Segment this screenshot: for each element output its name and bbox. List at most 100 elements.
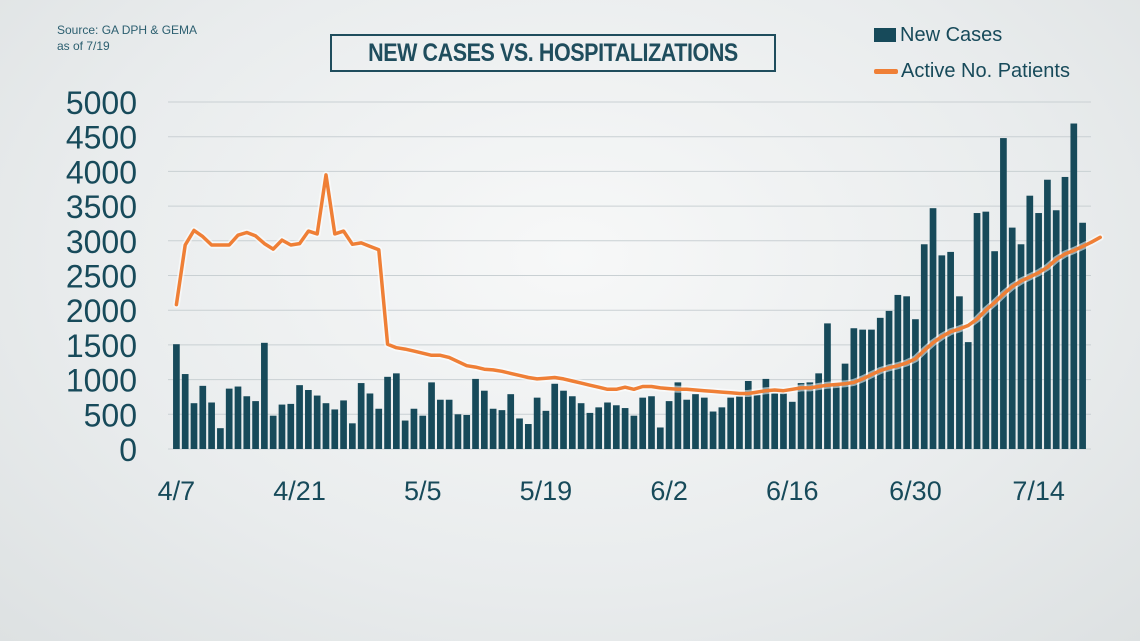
y-tick-label: 5000 [66,85,137,121]
bar-new-cases [401,420,409,449]
legend-item-active-patients: Active No. Patients [874,53,1070,89]
bar-new-cases [692,394,699,449]
bar-new-cases [1008,227,1016,449]
bar-new-cases [656,427,664,449]
bar-new-cases [753,394,761,449]
bar-new-cases [313,395,321,449]
bar-new-cases [868,329,875,449]
bar-new-cases [234,386,242,449]
bar-new-cases [410,408,418,449]
legend-label-active-patients: Active No. Patients [901,59,1070,82]
bar-new-cases [568,396,576,449]
x-tick-label: 5/5 [404,476,442,506]
bar-new-cases [1070,123,1078,449]
source-note: Source: GA DPH & GEMA as of 7/19 [57,22,197,54]
bar-new-cases [630,415,638,449]
bar-new-cases [956,296,963,449]
bar-new-cases [876,317,884,449]
bar-new-cases [1061,176,1069,449]
y-tick-label: 3500 [66,189,137,225]
x-tick-label: 7/14 [1012,476,1065,506]
bar-new-cases [252,401,259,449]
bar-new-cases [771,393,779,449]
x-tick-label: 4/21 [273,476,326,506]
bar-new-cases [797,383,805,449]
bar-new-cases [173,344,180,449]
bar-new-cases [885,310,893,449]
bar-new-cases [349,423,356,449]
legend-bar-swatch [874,28,896,42]
bar-new-cases [296,385,303,449]
bar-new-cases [727,397,735,449]
bar-new-cases [190,403,198,449]
bar-new-cases [788,401,796,449]
bar-new-cases [718,407,726,449]
bar-new-cases [393,373,400,449]
bar-new-cases [243,396,251,449]
bar-new-cases [744,380,752,449]
bar-new-cases [516,418,523,449]
y-tick-label: 0 [119,432,137,468]
y-tick-label: 1000 [66,363,137,399]
bar-new-cases [736,396,743,449]
y-tick-label: 2500 [66,259,137,295]
bar-new-cases [384,376,391,449]
line-active-patients [174,173,1102,396]
chart-title-box: NEW CASES VS. HOSPITALIZATIONS [330,34,776,72]
bar-new-cases [700,397,708,449]
bar-new-cases [762,378,770,449]
bar-new-cases [225,388,233,449]
y-tick-label: 1500 [66,328,137,364]
bar-new-cases [1026,195,1034,449]
bar-new-cases [489,408,497,449]
bar-new-cases [612,405,620,449]
bar-new-cases [1079,222,1086,449]
bar-new-cases [964,342,972,449]
bar-new-cases [709,411,717,449]
bar-new-cases [305,390,312,449]
bar-new-cases [815,373,823,449]
chart-title: NEW CASES VS. HOSPITALIZATIONS [368,38,738,67]
bar-new-cases [595,407,603,449]
bar-new-cases [586,412,594,449]
line-series-active-patients [172,171,1104,397]
bar-new-cases [269,415,277,449]
legend-line-swatch [874,68,898,74]
bar-new-cases [366,393,374,449]
bar-series-new-cases [173,123,1086,449]
bar-new-cases [357,383,365,449]
bar-new-cases [454,414,462,449]
bar-new-cases [832,383,840,449]
bar-new-cases [841,363,849,449]
x-tick-label: 6/16 [766,476,819,506]
bar-new-cases [1017,244,1025,449]
bar-new-cases [560,390,567,449]
bar-new-cases [261,342,268,449]
bar-new-cases [912,319,919,449]
bar-new-cases [859,329,866,449]
bar-new-cases [1052,210,1060,449]
x-tick-label: 6/2 [650,476,688,506]
bar-new-cases [436,399,444,449]
bar-new-cases [533,397,541,449]
legend: New Cases Active No. Patients [874,17,1070,89]
bar-new-cases [480,390,488,449]
bar-new-cases [507,394,515,449]
bar-new-cases [428,382,435,449]
bar-new-cases [894,294,902,449]
bar-new-cases [551,383,559,449]
x-axis-ticks: 4/7 4/21 5/5 5/19 6/2 6/16 6/30 7/14 [158,476,1065,506]
bar-new-cases [973,213,981,449]
y-tick-label: 4000 [66,154,137,190]
bar-new-cases [604,402,611,449]
bar-new-cases [445,399,453,449]
bar-new-cases [665,401,673,449]
bar-new-cases [991,251,998,449]
bar-new-cases [322,403,330,449]
x-tick-label: 4/7 [158,476,196,506]
bar-new-cases [806,382,814,449]
bar-new-cases [199,385,207,449]
bar-new-cases [1044,179,1051,449]
